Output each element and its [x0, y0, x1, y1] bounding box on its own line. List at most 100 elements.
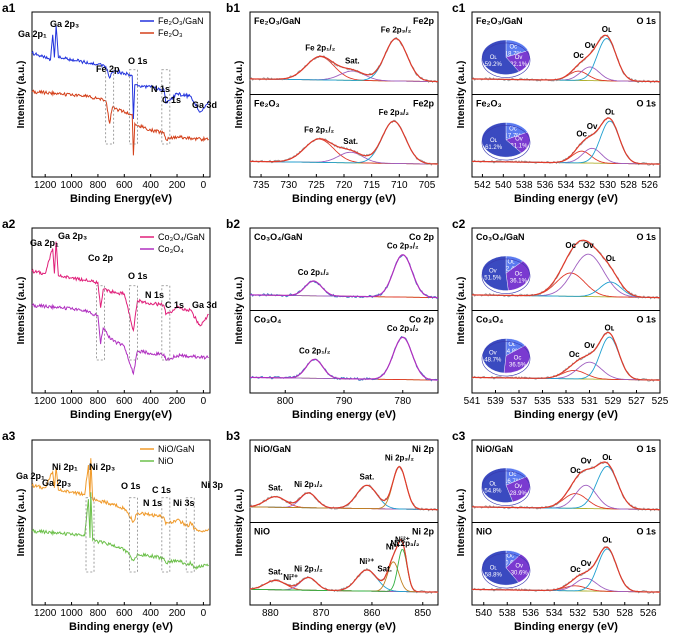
peak-annotation: Ni 2p₃ — [89, 462, 115, 472]
x-tick-label: 530 — [593, 608, 610, 619]
sample-label: Fe₂O₃ — [254, 99, 280, 109]
fit-component — [250, 254, 439, 299]
pie-slice-value: 17.7% — [504, 134, 522, 140]
pie-rim — [481, 42, 531, 78]
pie-slice-label: Oᴠ — [489, 269, 497, 275]
pie-rim — [481, 470, 531, 506]
guide-box — [128, 497, 138, 573]
panel-a1: a1 1200 1000 800 600 400 200 0 Binding Energy(eV… — [2, 1, 217, 205]
peak-annotation: N 1s — [143, 498, 162, 508]
y-axis-label: Intensity (a.u.) — [456, 489, 467, 557]
x-tick-label: 538 — [499, 608, 516, 619]
peak-label: Fe 2p₃/₂ — [381, 26, 412, 35]
x-tick-label: 200 — [169, 608, 186, 619]
peak-annotation: O 1s — [128, 56, 148, 66]
fit-envelope — [472, 34, 660, 83]
y-axis-label: Intensity (a.u.) — [456, 277, 467, 345]
sample-label: Fe₂O₃/GaN — [254, 16, 301, 26]
x-tick-label: 1200 — [34, 396, 57, 407]
peak-annotation: Ga 2p₁ — [30, 238, 59, 248]
x-tick-label: 600 — [116, 608, 133, 619]
x-tick-label: 800 — [277, 396, 294, 407]
pie-slice-label: Oᴄ — [509, 127, 517, 133]
x-tick-label: 539 — [487, 396, 504, 407]
x-tick-label: 542 — [474, 180, 491, 191]
guide-box — [128, 69, 138, 145]
peak-label: Co 2p₁/₂ — [299, 346, 331, 355]
peak-label: Sat. — [268, 567, 283, 576]
peak-label: Ni 2p₃/₂ — [390, 539, 419, 548]
panel-c1: c1 542 540 538 536 534 532 530 528 526 Binding ene… — [452, 1, 661, 205]
peak-label: Ni 2p₁/₂ — [294, 564, 323, 573]
y-axis-label: Intensity (a.u.) — [234, 61, 245, 129]
plot-frame — [31, 439, 211, 606]
peak-annotation: Ga 2p₃ — [50, 19, 79, 29]
x-tick-label: 528 — [616, 608, 633, 619]
sample-label: NiO/GaN — [254, 444, 291, 454]
peak-label: Ni²⁺ — [395, 536, 410, 545]
pie-slice-label: Oᴠ — [515, 137, 523, 143]
pie-slice-label: Oᴄ — [509, 44, 517, 50]
region-label: Co 2p — [409, 232, 435, 242]
panel-label: c1 — [452, 1, 466, 15]
x-tick-label: 541 — [464, 396, 481, 407]
pie-slice — [505, 476, 531, 503]
region-label: O 1s — [636, 527, 656, 537]
panel-label: a1 — [2, 1, 16, 15]
pie-slice-label: Oᴠ — [515, 55, 523, 61]
plot-frame — [31, 11, 211, 178]
peak-label: Oʟ — [602, 25, 612, 34]
peak-label: Oᴄ — [569, 350, 580, 359]
panel-b2: b2 800 790 780 Binding energy (eV) Intensity … — [226, 217, 439, 421]
panel-c3: c3 540 538 536 534 532 530 528 526 Binding energy… — [452, 429, 661, 633]
pie-slice-value: 59.2% — [485, 62, 503, 68]
region-label: Ni 2p — [412, 444, 435, 454]
survey-series-line — [31, 25, 210, 120]
peak-label: Co 2p₁/₂ — [298, 268, 330, 277]
panel-a3: a3 1200 1000 800 600 400 200 0 Binding energy (e… — [2, 429, 224, 633]
peak-label: Oʟ — [605, 324, 615, 333]
region-label: Fe2p — [413, 99, 435, 109]
pie-slice-label: Oᴠ — [514, 484, 522, 490]
pie-slice-label: Oᴄ — [514, 355, 522, 361]
pie-slice-label: Oʟ — [490, 565, 498, 571]
sample-label: Co₃O₄/GaN — [254, 232, 302, 242]
fit-envelope — [472, 239, 660, 299]
x-tick-label: 400 — [142, 396, 159, 407]
pie-slice-label: Oʟ — [507, 259, 515, 265]
x-tick-label: 535 — [534, 396, 551, 407]
peak-label: Oʟ — [602, 536, 612, 545]
x-tick-label: 800 — [90, 396, 107, 407]
pie-slice-value: 28.9% — [510, 491, 528, 497]
x-tick-label: 400 — [142, 180, 159, 191]
pie-slice — [503, 345, 531, 374]
peak-annotation: Co 2p — [88, 253, 114, 263]
x-tick-label: 705 — [419, 180, 436, 191]
pie-rim — [481, 125, 531, 161]
peak-label: Oʟ — [602, 453, 612, 462]
fit-envelope — [250, 254, 439, 299]
region-label: Fe2p — [413, 16, 435, 26]
y-axis-label: Intensity (a.u.) — [234, 489, 245, 557]
panel-b1: b1 735 730 725 720 715 710 705 Binding energy (e… — [226, 1, 439, 205]
x-tick-label: 850 — [414, 608, 431, 619]
peak-annotation: Ga 2p₃ — [58, 231, 87, 241]
raw-spectrum — [249, 254, 439, 299]
panel-b3: b3 880 870 860 850 Binding energy (eV) Intensi… — [226, 429, 439, 633]
x-tick-label: 800 — [90, 180, 107, 191]
x-tick-label: 870 — [313, 608, 330, 619]
sample-label: Co₃O₄ — [254, 315, 281, 325]
x-tick-label: 0 — [201, 608, 207, 619]
guide-box — [161, 69, 171, 145]
peak-annotation: N 1s — [151, 84, 170, 94]
survey-series-line — [31, 303, 209, 376]
peak-label: Co 2p₃/₂ — [387, 242, 419, 251]
peak-label: Oʟ — [605, 108, 615, 117]
x-tick-label: 200 — [169, 180, 186, 191]
y-axis-label: Intensity (a.u.) — [456, 61, 467, 129]
pie-slice — [505, 50, 531, 72]
x-tick-label: 880 — [262, 608, 279, 619]
sample-label: Co₃O₄ — [476, 315, 503, 325]
x-axis-label: Binding energy (eV) — [292, 621, 396, 633]
panel-label: c3 — [452, 429, 466, 443]
